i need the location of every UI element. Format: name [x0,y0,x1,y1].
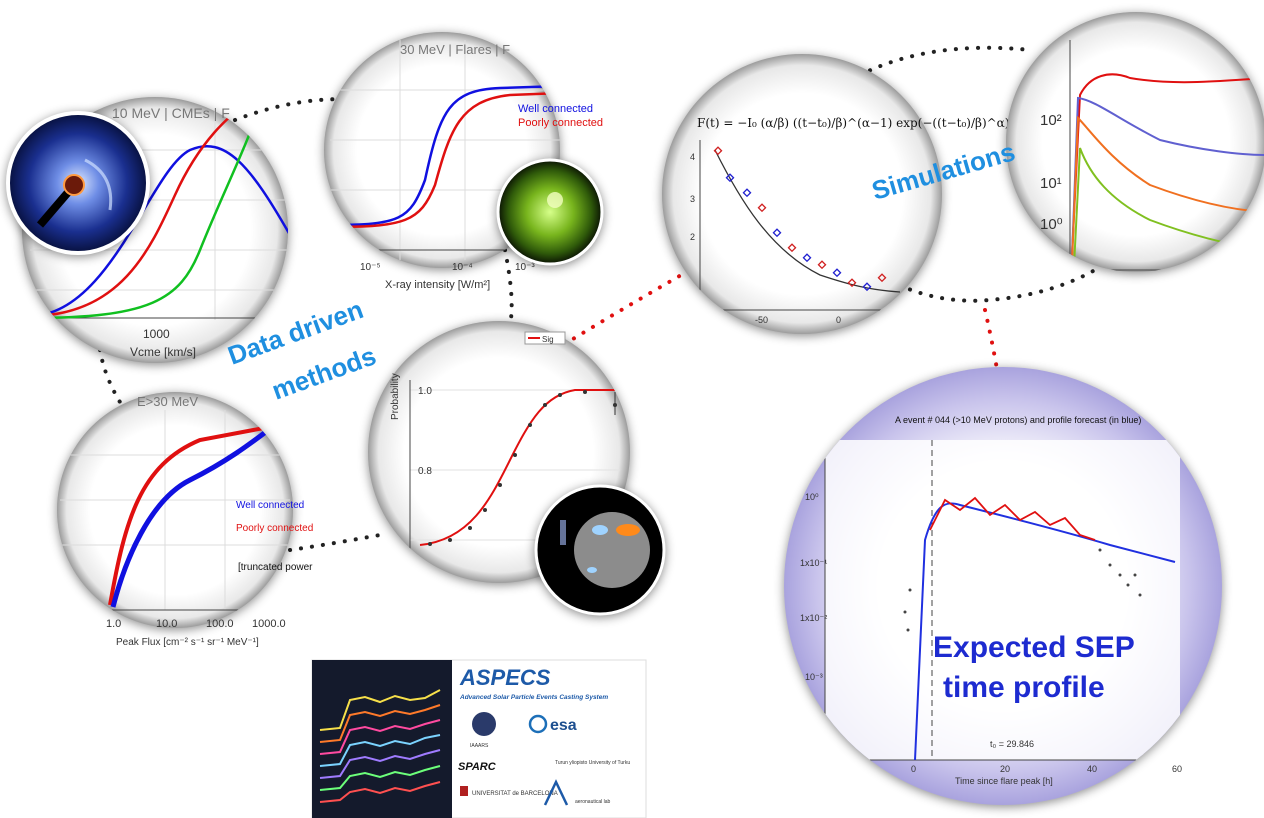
aspecs-name: ASPECS [459,665,551,690]
aspecs-subtitle: Advanced Solar Particle Events Casting S… [459,694,608,701]
sep-xtick-4: 60 [1172,764,1182,774]
panel-e30-lens: E>30 MeV Well connected Poorly connected… [57,392,313,648]
dotted-connectors [98,45,1097,552]
expected-sep-label-1: Expected SEP [933,631,1135,664]
flare-xtick-3: 10⁻³ [515,262,535,273]
sep-xtick-1: 0 [911,764,916,774]
sim-ytick-3: 10⁰ [1040,216,1063,233]
green-sun-image [496,158,604,266]
panel-simulation-lens: 10² 10¹ 10⁰ [1006,12,1264,272]
e30-xtick-2: 10.0 [156,618,177,630]
e30-legend-poor: Poorly connected [236,523,313,534]
solar-magnetogram-image [534,484,666,616]
partner-iaaars: IAAARS [470,743,489,749]
prob-ytick-2: 0.8 [418,466,432,477]
e30-legend-trunc: [truncated power [238,562,313,573]
sim-ytick-2: 10¹ [1040,175,1062,192]
partner-aero: aeronautical lab [575,799,611,805]
sep-xtick-3: 40 [1087,764,1097,774]
cme-xlabel: Vcme [km/s] [130,345,196,359]
esa-logo [528,714,548,734]
iaaars-logo [472,712,496,736]
cme-title: 10 MeV | CMEs | F [112,105,230,121]
fit-formula: F(t) = −I₀ (α/β) ((t−t₀)/β)^(α−1) exp(−(… [697,116,1009,130]
prob-legend: Sig [542,335,554,344]
e30-title: E>30 MeV [137,394,198,409]
flare-title: 30 MeV | Flares | F [400,42,510,57]
e30-xtick-4: 1000.0 [252,618,286,630]
formula-ytick-3: 2 [690,232,695,242]
e30-legend-well: Well connected [236,500,304,511]
formula-xtick-2: 0 [836,315,841,325]
panel-sep-lens: A event # 044 (>10 MeV protons) and prof… [784,367,1222,805]
barcelona-crest [460,786,468,796]
cme-tick: 1000 [143,327,170,341]
sep-ytick-1: 10⁰ [805,492,819,502]
partner-esa: esa [550,717,577,734]
aero-logo [543,779,569,806]
e30-xtick-1: 1.0 [106,618,121,630]
flare-legend-well: Well connected [518,103,593,115]
panel-formula-lens: F(t) = −I₀ (α/β) ((t−t₀)/β)^(α−1) exp(−(… [662,54,1009,334]
formula-ytick-2: 3 [690,194,695,204]
e30-xtick-3: 100.0 [206,618,234,630]
sim-ytick-1: 10² [1040,112,1062,129]
partner-turku: Turun yliopisto University of Turku [555,760,630,766]
lasco-coronagraph-image [6,111,150,255]
prob-ylabel: Probability [390,373,401,420]
sep-xlabel: Time since flare peak [h] [955,776,1053,786]
partner-sparc: SPARC [458,761,497,773]
flare-xlabel: X-ray intensity [W/m²] [385,279,490,291]
sep-ytick-3: 1x10⁻² [800,613,827,623]
aspecs-spectrum-image [312,660,452,818]
prob-ytick-1: 1.0 [418,386,432,397]
sep-ytick-2: 1x10⁻¹ [800,558,827,568]
sep-t0: t₀ = 29.846 [990,739,1034,749]
e30-xlabel: Peak Flux [cm⁻² s⁻¹ sr⁻¹ MeV⁻¹] [116,637,259,648]
expected-sep-label-2: time profile [943,671,1105,704]
sep-xtick-2: 20 [1000,764,1010,774]
formula-ytick-1: 4 [690,152,695,162]
panel-flare-lens: 30 MeV | Flares | F Well connected Poorl… [324,32,603,291]
sep-ytick-4: 10⁻³ [805,672,823,682]
aspecs-logo-panel: ASPECS Advanced Solar Particle Events Ca… [311,659,647,818]
formula-xtick-1: -50 [755,315,768,325]
flare-xtick-1: 10⁻⁵ [360,262,381,273]
partner-barcelona: UNIVERSITAT de BARCELONA [472,791,558,797]
sep-title: A event # 044 (>10 MeV protons) and prof… [895,415,1141,425]
flare-legend-poor: Poorly connected [518,117,603,129]
flare-xtick-2: 10⁻⁴ [452,262,473,273]
